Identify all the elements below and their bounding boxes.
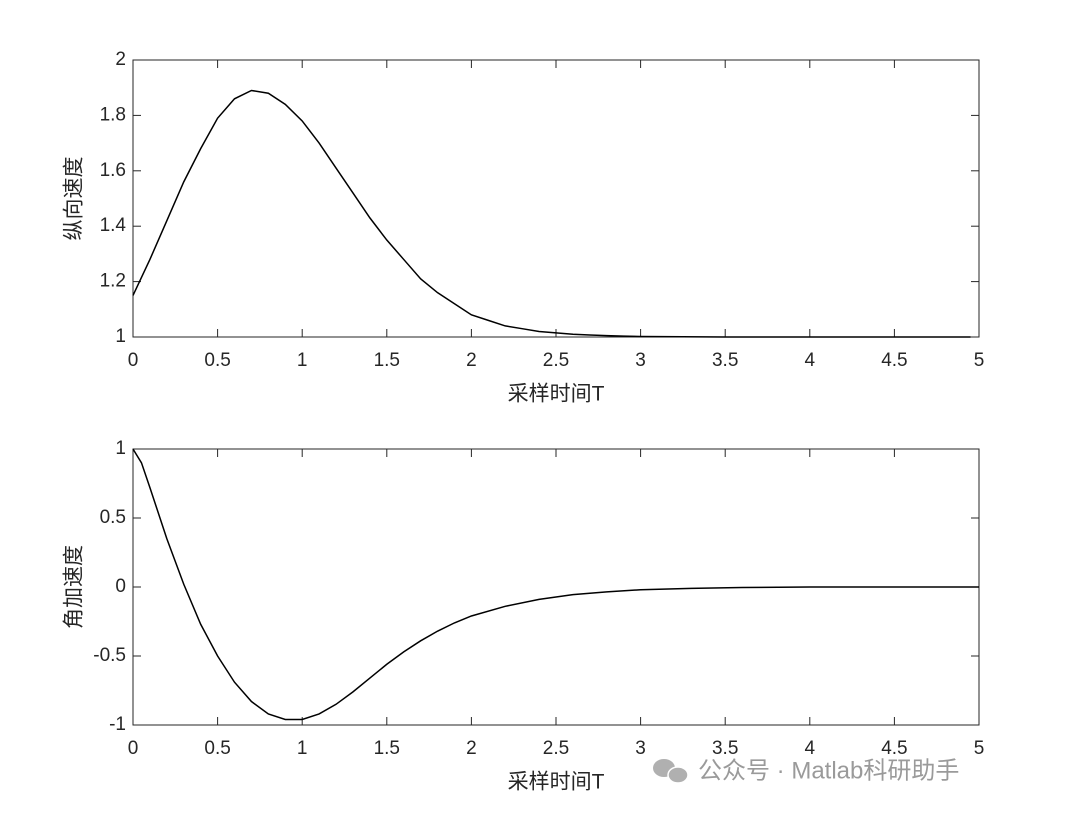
- x-tick-label: 0: [128, 350, 139, 371]
- x-tick-label: 5: [974, 738, 985, 759]
- x-axis-label: 采样时间T: [508, 771, 605, 794]
- y-tick-label: 1: [115, 438, 126, 459]
- y-tick-label: 0.5: [100, 507, 126, 528]
- x-tick-label: 0: [128, 738, 139, 759]
- x-tick-label: 2.5: [543, 350, 569, 371]
- x-tick-label: 4.5: [881, 738, 907, 759]
- x-tick-label: 3.5: [712, 738, 738, 759]
- axes-box: [132, 59, 980, 338]
- data-line: [132, 448, 979, 721]
- x-tick-label: 1.5: [374, 350, 400, 371]
- y-axis-label: 纵向速度: [63, 157, 86, 241]
- y-tick-label: -1: [109, 714, 126, 735]
- x-tick-label: 2.5: [543, 738, 569, 759]
- x-axis-label: 采样时间T: [508, 383, 605, 406]
- x-tick-label: 3: [635, 350, 646, 371]
- x-tick-label: 1: [297, 350, 308, 371]
- x-tick-label: 4: [805, 738, 816, 759]
- x-tick-label: 4.5: [881, 350, 907, 371]
- y-tick-label: 0: [115, 576, 126, 597]
- x-tick-label: 3.5: [712, 350, 738, 371]
- x-tick-label: 1: [297, 738, 308, 759]
- x-tick-label: 5: [974, 350, 985, 371]
- y-tick-label: 1.8: [100, 104, 126, 125]
- y-axis-label: 角加速度: [63, 545, 86, 629]
- y-tick-label: 2: [115, 49, 126, 70]
- data-line: [132, 89, 971, 338]
- x-tick-label: 4: [805, 350, 816, 371]
- watermark: 公众号 · Matlab科研助手: [698, 757, 959, 784]
- watermark-icon: [653, 759, 689, 784]
- y-tick-label: -0.5: [93, 645, 126, 666]
- x-tick-label: 0.5: [204, 350, 230, 371]
- x-tick-label: 3: [635, 738, 646, 759]
- y-tick-label: 1.6: [100, 160, 126, 181]
- x-tick-label: 2: [466, 738, 477, 759]
- y-tick-label: 1.4: [100, 215, 127, 236]
- x-tick-label: 1.5: [374, 738, 400, 759]
- x-tick-label: 2: [466, 350, 477, 371]
- y-tick-label: 1.2: [100, 271, 126, 292]
- x-tick-label: 0.5: [204, 738, 230, 759]
- y-tick-label: 1: [115, 326, 126, 347]
